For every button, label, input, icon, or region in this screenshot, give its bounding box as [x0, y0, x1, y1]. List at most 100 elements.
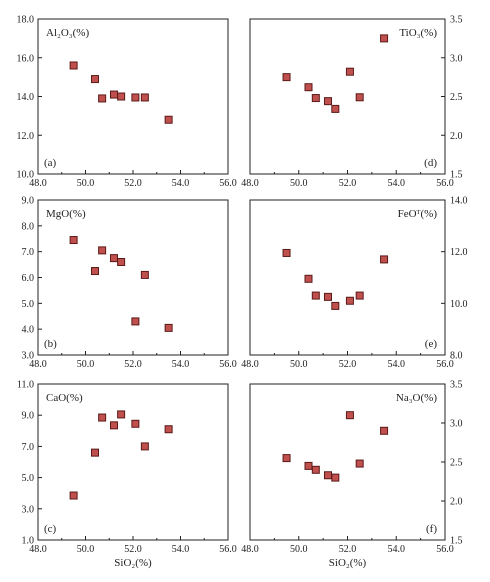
y-tick-label: 3.0	[22, 351, 35, 362]
data-point	[117, 92, 126, 101]
plot-frame	[37, 383, 229, 541]
data-point	[324, 471, 332, 480]
data-point	[98, 246, 107, 255]
y-tick-label: 6.0	[22, 273, 35, 284]
x-tick-label: 56.0	[436, 359, 454, 370]
y-tick-label: 16.0	[17, 53, 35, 64]
y-tick-label: 2.5	[450, 92, 463, 103]
x-tick-label: 48.0	[241, 178, 259, 189]
y-tick-label: 2.5	[450, 458, 463, 469]
panel-tag: (f)	[426, 523, 437, 535]
y-tick-label: 5.0	[22, 473, 35, 484]
x-tick-label: 48.0	[241, 544, 259, 555]
x-axis-label: SiO₂(%)	[114, 557, 152, 569]
panel-c: 48.0 50.0 52.0 54.0 56.0 1.0 3.0 5.0 7.0 9.0 11.0 C…	[17, 380, 237, 570]
x-tick-label: 54.0	[172, 359, 190, 370]
data-point	[110, 254, 118, 263]
y-tick-label: 3.5	[450, 380, 463, 391]
data-point	[131, 93, 140, 102]
data-point	[355, 291, 364, 300]
x-tick-label: 52.0	[124, 178, 142, 189]
x-tick-label: 54.0	[388, 359, 406, 370]
y-tick-label: 4.0	[22, 325, 35, 336]
x-tick-label: 48.0	[29, 359, 47, 370]
x-tick-label: 52.0	[339, 178, 357, 189]
data-point	[110, 421, 118, 430]
y-tick-label: 7.0	[22, 442, 35, 453]
data-point	[355, 93, 364, 102]
y-tick-label: 3.0	[450, 53, 463, 64]
data-point	[140, 442, 149, 451]
panel-tag: (a)	[44, 157, 57, 169]
y-tick-label: 3.0	[450, 419, 463, 430]
x-tick-label: 54.0	[172, 544, 190, 555]
data-point	[355, 459, 364, 468]
x-tick-label: 48.0	[241, 359, 259, 370]
data-point	[282, 73, 291, 82]
data-point	[380, 426, 389, 435]
y-tick-label: 10.0	[450, 299, 468, 310]
panel-title: TiO₃(%)	[399, 27, 437, 39]
y-tick-label: 9.0	[22, 196, 35, 207]
data-point	[311, 291, 320, 300]
x-tick-label: 56.0	[219, 359, 237, 370]
x-tick-label: 50.0	[77, 359, 95, 370]
x-tick-label: 50.0	[290, 178, 308, 189]
data-point	[311, 465, 320, 474]
y-tick-label: 12.0	[17, 131, 35, 142]
data-point	[131, 419, 140, 428]
x-tick-label: 52.0	[124, 544, 142, 555]
x-tick-label: 50.0	[77, 544, 95, 555]
x-tick-label: 52.0	[339, 544, 357, 555]
y-tick-label: 3.5	[450, 15, 463, 26]
data-point	[117, 410, 126, 419]
x-tick-label: 50.0	[290, 544, 308, 555]
x-tick-label: 50.0	[77, 178, 95, 189]
data-point	[69, 236, 78, 245]
data-point	[164, 115, 173, 124]
y-tick-label: 14.0	[17, 92, 35, 103]
panel-tag: (e)	[425, 338, 438, 350]
x-tick-label: 52.0	[339, 359, 357, 370]
data-point	[345, 296, 354, 305]
data-point	[345, 411, 354, 420]
data-point	[324, 292, 332, 301]
y-tick-label: 1.0	[22, 536, 35, 547]
panel-a: 48.0 50.0 52.0 54.0 56.0 10.0 12.0 14.0 16.0 18.0…	[17, 15, 237, 190]
x-tick-label: 48.0	[29, 178, 47, 189]
x-tick-label: 56.0	[436, 544, 454, 555]
data-point	[331, 301, 340, 310]
y-tick-label: 9.0	[22, 411, 35, 422]
data-point	[91, 267, 99, 276]
data-point	[282, 454, 291, 463]
panel-title: Al₂O₃(%)	[46, 27, 89, 39]
data-point	[91, 75, 99, 84]
data-point	[140, 270, 149, 279]
data-point	[140, 93, 149, 102]
panel-title: Na₃O(%)	[396, 392, 437, 404]
data-point	[164, 425, 173, 434]
data-point	[164, 323, 173, 332]
panel-title: MgO(%)	[46, 208, 86, 220]
y-tick-label: 8.0	[450, 351, 463, 362]
plot-frame	[249, 199, 446, 356]
y-tick-label: 2.0	[450, 131, 463, 142]
data-point	[98, 94, 107, 103]
y-tick-label: 14.0	[450, 196, 468, 207]
data-point	[331, 473, 340, 482]
y-tick-label: 7.0	[22, 247, 35, 258]
panel-tag: (d)	[424, 157, 437, 169]
x-tick-label: 48.0	[29, 544, 47, 555]
x-tick-label: 54.0	[388, 544, 406, 555]
data-point	[131, 317, 140, 326]
data-point	[282, 248, 291, 257]
data-point	[91, 448, 99, 457]
data-point	[345, 67, 354, 76]
y-tick-label: 8.0	[22, 221, 35, 232]
panel-b: 48.0 50.0 52.0 54.0 56.0 3.0 4.0 5.0 6.0 7.0 8.0 9.…	[22, 196, 237, 371]
data-point	[380, 255, 389, 264]
x-tick-label: 56.0	[219, 178, 237, 189]
y-tick-label: 3.0	[22, 504, 35, 515]
data-point	[331, 104, 340, 113]
